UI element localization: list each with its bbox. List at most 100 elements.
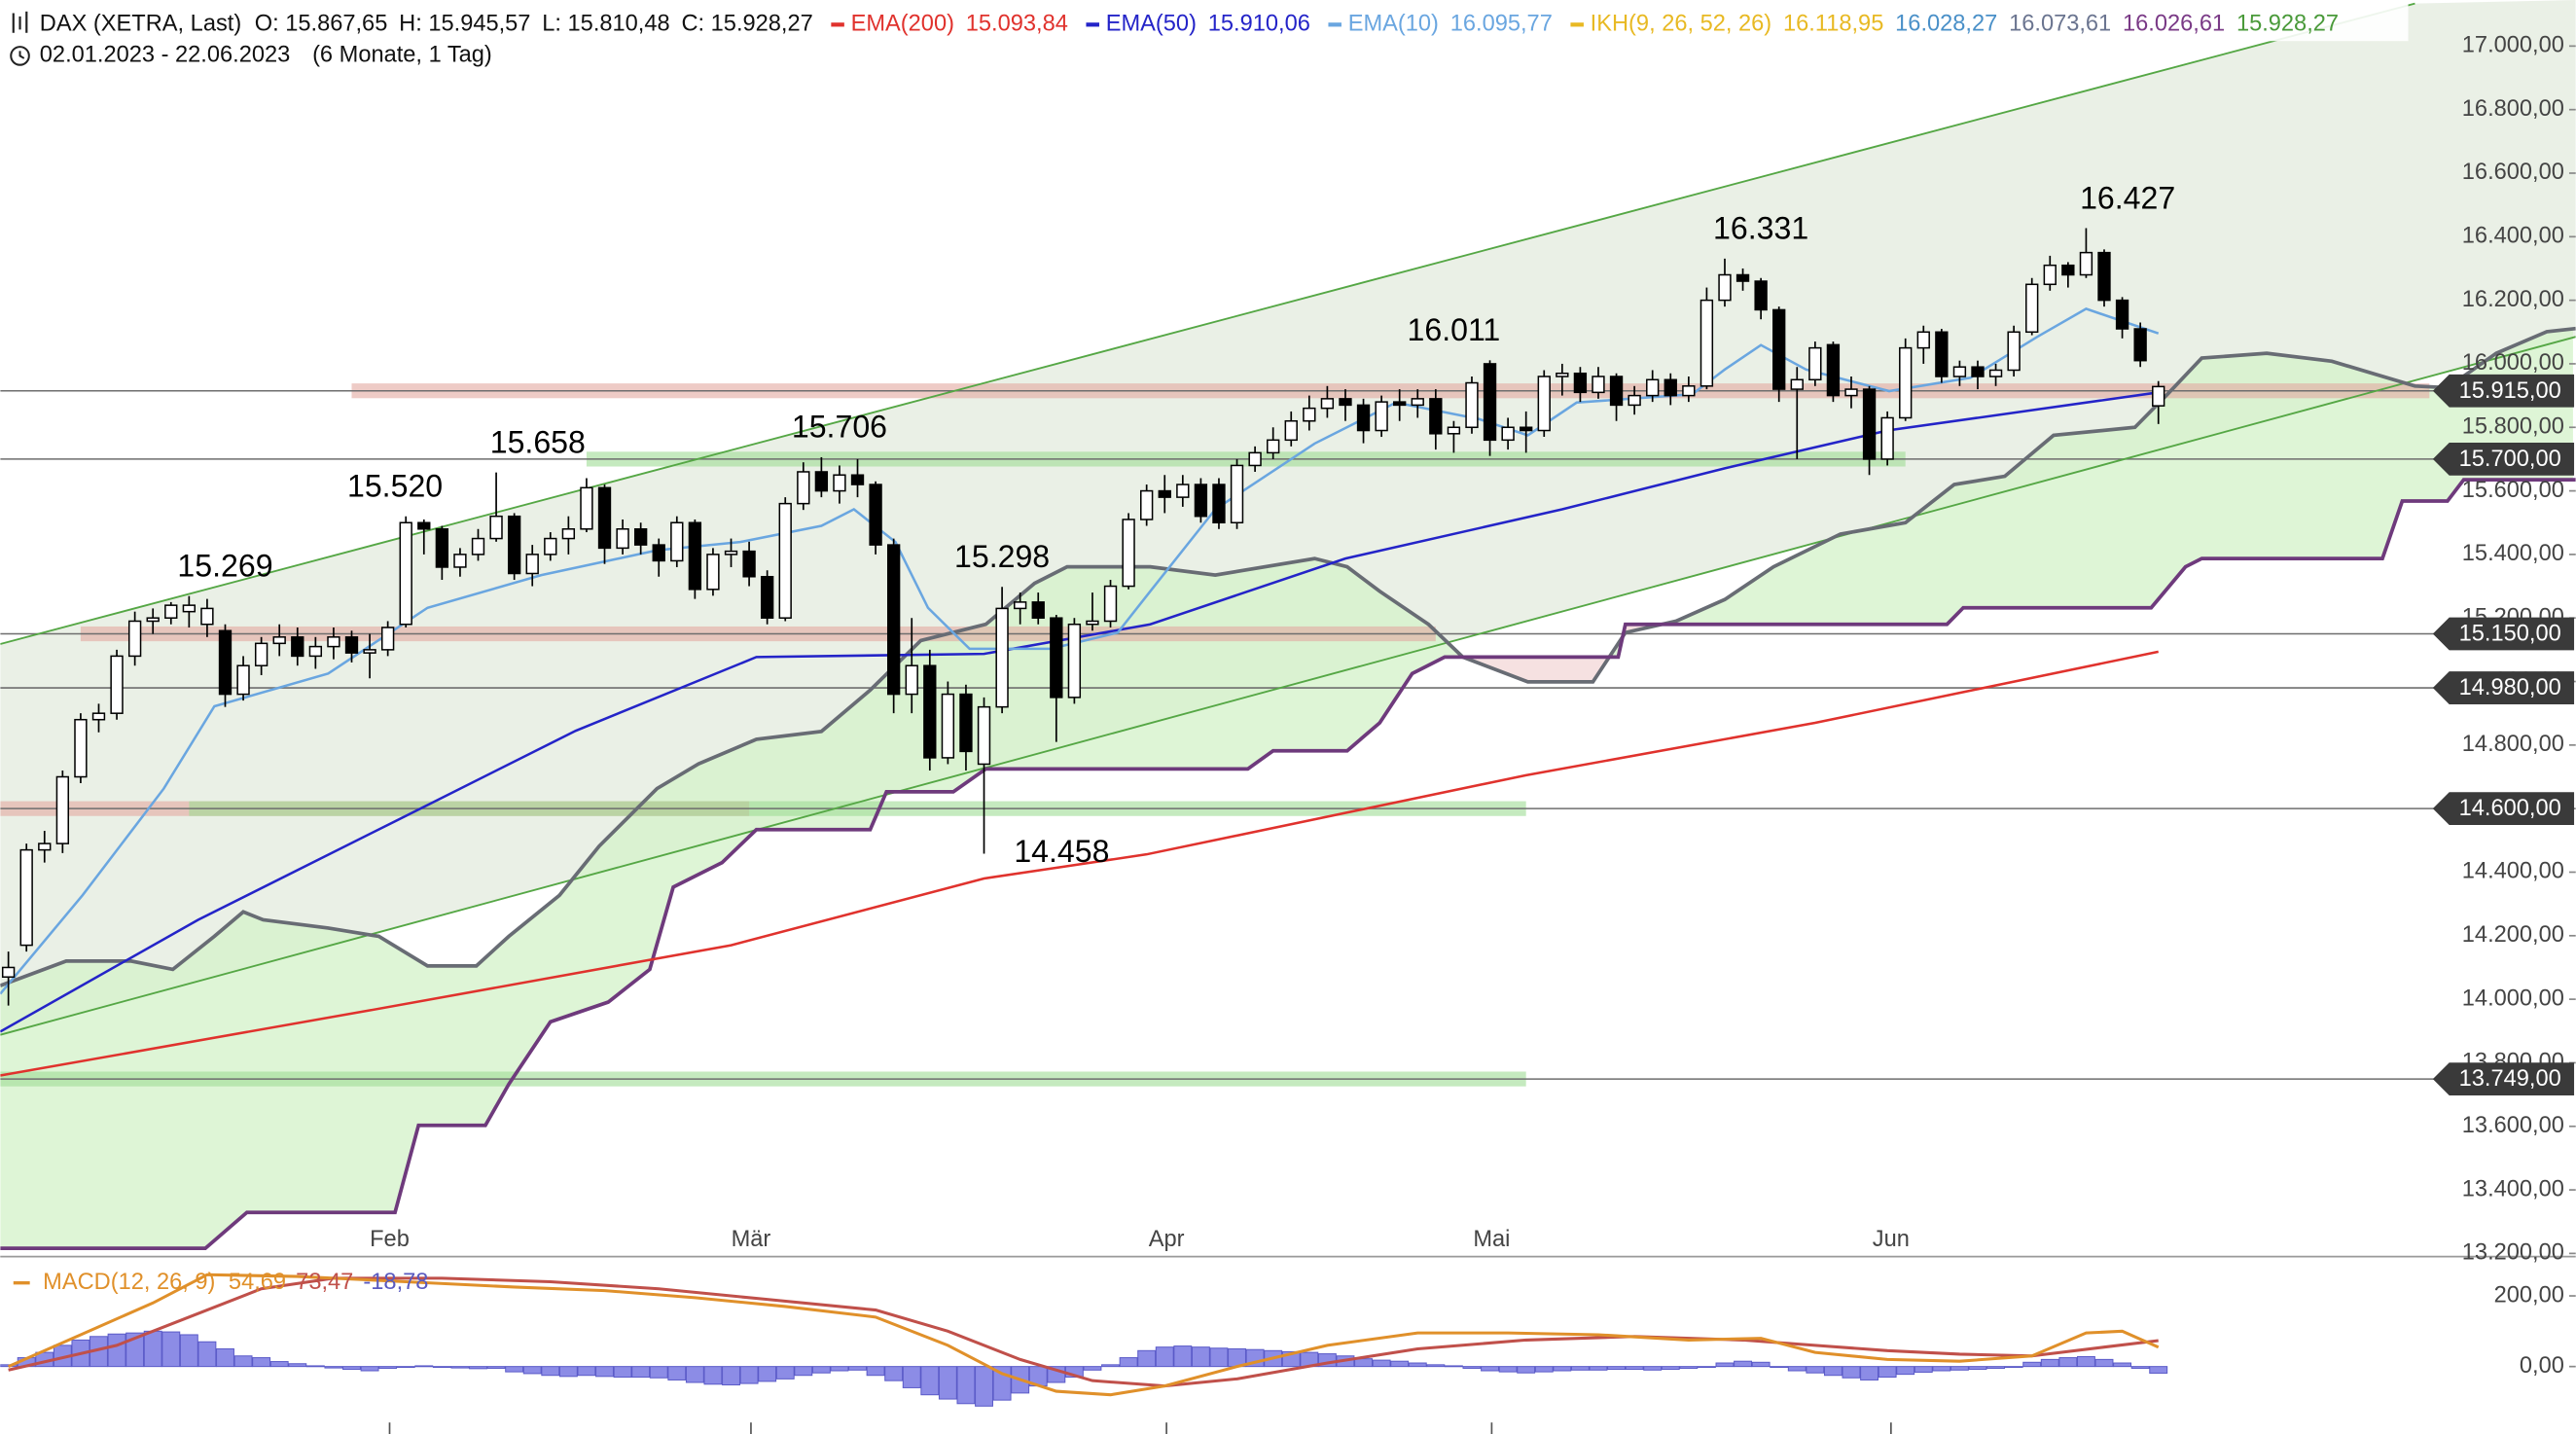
candle-body bbox=[200, 607, 214, 626]
histogram-bar bbox=[1878, 1366, 1897, 1379]
candle-body bbox=[55, 775, 70, 844]
candle-body bbox=[19, 848, 33, 947]
candle-body bbox=[1031, 601, 1045, 619]
candle-body bbox=[1935, 331, 1949, 377]
histogram-bar bbox=[2113, 1362, 2132, 1368]
histogram-bar bbox=[1589, 1366, 1608, 1371]
y-tick-label: 14.000,00 bbox=[2462, 986, 2564, 1011]
histogram-bar bbox=[1372, 1359, 1391, 1368]
candle-body bbox=[995, 607, 1009, 708]
candle-body bbox=[959, 693, 973, 753]
candle-body bbox=[1501, 426, 1515, 442]
histogram-bar bbox=[107, 1333, 126, 1368]
histogram-bar bbox=[233, 1355, 253, 1368]
candle-body bbox=[1303, 407, 1316, 422]
ohlc-value: L: 15.810,48 bbox=[542, 12, 669, 37]
macd-line bbox=[8, 1273, 2160, 1397]
level-label: 13.749,00 bbox=[2459, 1066, 2561, 1092]
annotation: 16.427 bbox=[2080, 180, 2175, 215]
y-tick-label: 13.200,00 bbox=[2462, 1240, 2564, 1266]
y-tick-label: 14.800,00 bbox=[2462, 732, 2564, 757]
histogram-bar bbox=[378, 1366, 398, 1369]
y-tick-label: 13.400,00 bbox=[2462, 1176, 2564, 1201]
candle-body bbox=[905, 664, 918, 696]
legend-value: 15.093,84 bbox=[966, 12, 1068, 37]
histogram-bar bbox=[2040, 1358, 2059, 1368]
candle-body bbox=[1573, 372, 1588, 394]
candle-body bbox=[1, 966, 16, 979]
histogram-bar bbox=[1155, 1346, 1174, 1368]
histogram-bar bbox=[1426, 1364, 1446, 1368]
candle-body bbox=[760, 575, 774, 619]
candle-body bbox=[91, 712, 106, 721]
histogram-bar bbox=[2004, 1366, 2023, 1368]
y-tick-label: 16.000,00 bbox=[2462, 350, 2564, 376]
candle-body bbox=[1158, 489, 1171, 498]
histogram-bar bbox=[902, 1366, 921, 1388]
candle-body bbox=[1916, 331, 1930, 349]
histogram-bar bbox=[558, 1366, 578, 1378]
candle-body bbox=[1772, 308, 1786, 390]
histogram-bar bbox=[2022, 1361, 2042, 1368]
candle-body bbox=[2152, 385, 2165, 407]
candle-body bbox=[146, 617, 160, 623]
level-box bbox=[2432, 792, 2575, 826]
candle-body bbox=[1447, 426, 1461, 435]
legend-name: EMA(50) bbox=[1106, 12, 1197, 37]
candle-body bbox=[1411, 398, 1424, 407]
candle-body bbox=[1176, 484, 1190, 498]
candle-body bbox=[399, 521, 412, 626]
histogram-bar bbox=[1770, 1366, 1789, 1368]
candle-body bbox=[886, 544, 901, 696]
channel-fill bbox=[0, 0, 2576, 1035]
histogram-bar bbox=[1734, 1360, 1753, 1368]
histogram-bar bbox=[1697, 1366, 1716, 1368]
histogram-bar bbox=[1823, 1366, 1843, 1377]
histogram-bar bbox=[848, 1366, 867, 1371]
histogram-bar bbox=[2058, 1357, 2078, 1368]
level-box bbox=[2432, 1062, 2575, 1095]
candle-body bbox=[236, 664, 250, 696]
annotation: 16.011 bbox=[1408, 312, 1501, 347]
histogram-bar bbox=[197, 1341, 217, 1368]
legend-value: 16.118,95 bbox=[1783, 12, 1883, 37]
histogram-bar bbox=[703, 1366, 723, 1385]
histogram-bar bbox=[1679, 1366, 1699, 1369]
candle-body bbox=[525, 554, 539, 575]
ichimoku-span-b bbox=[0, 478, 2576, 1251]
legend-name: EMA(10) bbox=[1348, 12, 1439, 37]
level-label: 15.700,00 bbox=[2459, 447, 2561, 472]
histogram-bar bbox=[1914, 1366, 1933, 1373]
candle-body bbox=[1356, 404, 1371, 432]
candle-body bbox=[2097, 251, 2111, 302]
candle-body bbox=[1013, 601, 1027, 610]
candle-body bbox=[453, 554, 467, 568]
x-tick-label: Feb bbox=[370, 1227, 410, 1252]
histogram-bar bbox=[956, 1366, 976, 1405]
candle-body bbox=[941, 693, 955, 759]
histogram-bar bbox=[469, 1366, 487, 1370]
candle-body bbox=[633, 528, 648, 546]
cloud-fill bbox=[1463, 653, 1612, 682]
histogram-bar bbox=[685, 1366, 704, 1383]
candle-body bbox=[597, 486, 612, 550]
histogram-bar bbox=[216, 1347, 234, 1368]
histogram-bar bbox=[613, 1366, 632, 1379]
histogram-bar bbox=[161, 1331, 181, 1368]
candle-body bbox=[363, 649, 376, 654]
x-tick-label: Jun bbox=[1873, 1227, 1910, 1252]
level-label: 14.600,00 bbox=[2459, 796, 2561, 821]
histogram-bar bbox=[288, 1363, 307, 1368]
cloud-fill bbox=[1623, 624, 1663, 637]
candle-body bbox=[1122, 519, 1135, 588]
candle-body bbox=[1284, 419, 1298, 442]
candle-body bbox=[1718, 273, 1732, 302]
candle-body bbox=[471, 537, 485, 556]
legend-name: EMA(200) bbox=[851, 12, 954, 37]
histogram-bar bbox=[595, 1366, 614, 1378]
candle-body bbox=[1646, 378, 1660, 397]
level-label: 15.915,00 bbox=[2459, 378, 2561, 404]
candle-body bbox=[417, 521, 431, 530]
candle-body bbox=[254, 642, 268, 666]
